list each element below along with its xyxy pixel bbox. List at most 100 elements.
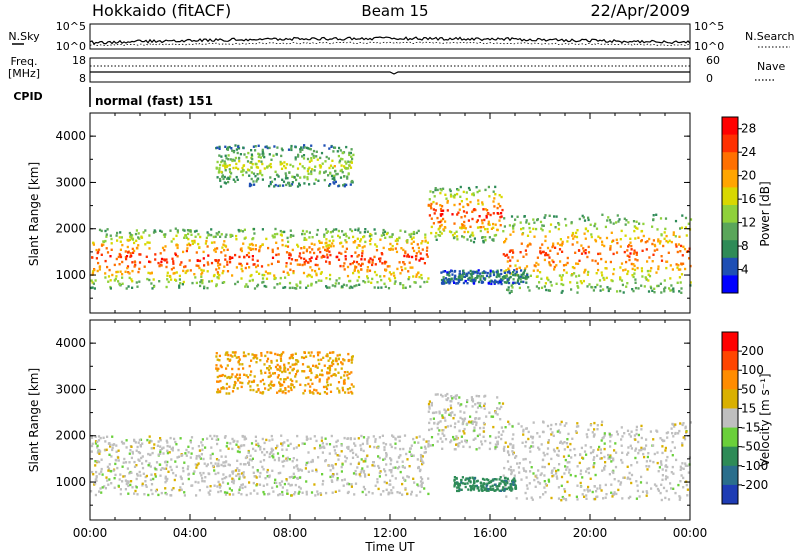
heatmap-cell [470,488,473,491]
heatmap-cell [130,278,133,281]
heatmap-cell [295,287,298,290]
heatmap-cell [546,253,549,257]
colorbar-swatch [722,389,738,409]
heatmap-cell [483,482,486,486]
heatmap-cell [240,264,243,267]
heatmap-cell [345,241,348,244]
heatmap-cell [469,272,472,276]
heatmap-cell [329,469,332,472]
heatmap-cell [356,455,359,458]
colorbar-tick-label: 24 [741,145,756,159]
heatmap-cell [217,459,220,462]
heatmap-cell [553,215,556,218]
heatmap-cell [607,289,610,293]
heatmap-cell [401,482,404,486]
heatmap-cell [430,225,433,229]
heatmap-cell [309,391,312,394]
heatmap-cell [571,266,574,269]
heatmap-cell [581,456,584,459]
heatmap-cell [128,452,131,455]
heatmap-cell [338,353,341,357]
heatmap-cell [229,354,232,357]
heatmap-cell [684,226,687,229]
heatmap-cell [349,166,353,169]
heatmap-cell [301,148,304,151]
heatmap-cell [100,470,103,473]
heatmap-cell [453,232,456,235]
heatmap-cell [298,476,301,479]
heatmap-cell [227,176,230,179]
heatmap-cell [439,230,442,234]
heatmap-cell [181,466,185,470]
heatmap-cell [289,235,292,239]
heatmap-cell [141,462,144,465]
heatmap-cell [216,146,219,149]
heatmap-cell [256,285,259,288]
heatmap-cell [100,229,103,233]
heatmap-cell [214,250,217,253]
heatmap-cell [290,258,294,261]
heatmap-cell [364,281,367,284]
heatmap-cell [226,248,229,251]
heatmap-cell [230,489,233,492]
heatmap-cell [256,483,259,486]
heatmap-cell [512,273,515,277]
heatmap-cell [254,175,257,178]
heatmap-cell [632,220,636,223]
heatmap-cell [399,470,402,474]
heatmap-cell [106,435,109,438]
heatmap-cell [124,488,127,491]
heatmap-cell [216,464,219,468]
heatmap-cell [538,448,541,451]
heatmap-cell [601,243,604,246]
heatmap-cell [450,277,453,281]
heatmap-cell [465,441,468,444]
heatmap-cell [359,474,362,478]
heatmap-cell [492,212,495,215]
heatmap-cell [179,437,182,440]
heatmap-cell [350,485,353,488]
heatmap-cell [221,281,224,284]
heatmap-cell [609,454,612,457]
heatmap-cell [402,286,405,290]
heatmap-cell [403,434,407,437]
heatmap-cell [457,489,460,493]
heatmap-cell [131,261,134,264]
heatmap-cell [482,435,485,438]
heatmap-cell [389,279,392,282]
heatmap-cell [525,277,528,280]
heatmap-cell [285,183,288,187]
heatmap-cell [227,447,230,450]
heatmap-cell [487,488,490,491]
heatmap-cell [636,266,639,270]
heatmap-cell [340,164,343,167]
heatmap-cell [200,268,203,272]
heatmap-cell [269,165,273,169]
heatmap-cell [553,450,556,453]
heatmap-cell [628,433,631,436]
heatmap-cell [449,280,452,284]
heatmap-cell [301,232,304,236]
heatmap-cell [462,272,465,275]
heatmap-cell [104,449,107,452]
heatmap-cell [539,251,542,254]
heatmap-cell [321,451,324,454]
heatmap-cell [184,271,187,275]
heatmap-cell [250,149,253,152]
heatmap-cell [550,433,553,436]
heatmap-cell [442,209,445,212]
heatmap-cell [236,387,239,390]
heatmap-cell [369,257,372,260]
heatmap-cell [243,435,246,438]
heatmap-cell [575,425,579,428]
heatmap-cell [624,268,627,271]
heatmap-cell [523,215,526,218]
heatmap-cell [637,433,640,437]
heatmap-cell [679,268,682,271]
heatmap-cell [349,228,352,231]
heatmap-cell [121,442,124,445]
heatmap-cell [198,489,201,492]
heatmap-cell [478,280,481,284]
heatmap-cell [231,256,234,259]
heatmap-cell [475,270,479,273]
